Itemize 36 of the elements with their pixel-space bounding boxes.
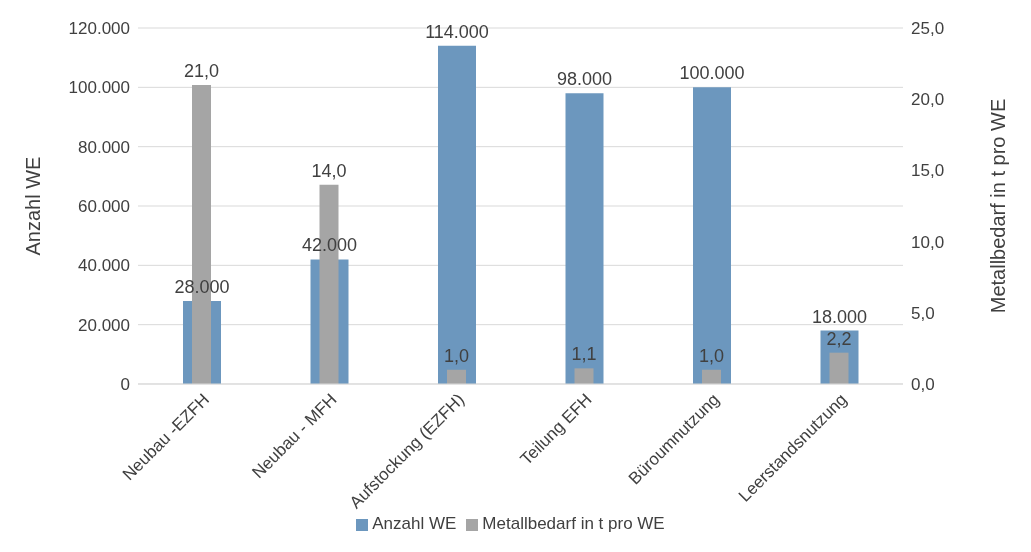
data-label: 98.000: [556, 69, 613, 90]
y-tick-label: 20.000: [78, 315, 130, 335]
data-label: 1,0: [698, 345, 725, 366]
y-axis-title: Anzahl WE: [22, 156, 45, 256]
data-label: 1,1: [571, 344, 597, 365]
y2-tick-label: 10,0: [911, 232, 945, 252]
bar: [565, 93, 604, 384]
bar: [702, 369, 721, 384]
legend-label: Metallbedarf in t pro WE: [482, 514, 665, 533]
data-label: 114.000: [425, 21, 489, 42]
data-label: 2,2: [826, 328, 852, 349]
data-label: 100.000: [679, 63, 745, 84]
y-tick-label: 60.000: [78, 197, 130, 217]
bar: [693, 87, 731, 384]
data-label: 18.000: [811, 306, 868, 327]
y-tick-label: 80.000: [78, 137, 130, 157]
y-tick-label: 40.000: [78, 256, 130, 276]
y2-tick-label: 5,0: [911, 303, 935, 323]
data-label: 14,0: [311, 160, 347, 181]
bar: [574, 368, 594, 384]
bar: [829, 352, 849, 384]
y2-tick-label: 20,0: [911, 90, 945, 110]
y2-axis-title: Metallbedarf in t pro WE: [987, 98, 1010, 314]
data-label: 1,0: [443, 345, 470, 366]
data-label: 42.000: [301, 235, 358, 256]
y-tick-label: 120.000: [68, 19, 130, 39]
y-tick-label: 100.000: [68, 78, 130, 98]
legend-label: Anzahl WE: [372, 514, 457, 533]
data-label: 21,0: [183, 60, 220, 81]
bar: [438, 45, 476, 384]
y2-tick-label: 0,0: [911, 375, 935, 395]
data-label: 28.000: [174, 276, 230, 297]
y2-tick-label: 25,0: [911, 19, 945, 39]
y-tick-label: 0: [120, 375, 130, 395]
bar: [447, 369, 466, 384]
y2-tick-label: 15,0: [911, 161, 945, 181]
